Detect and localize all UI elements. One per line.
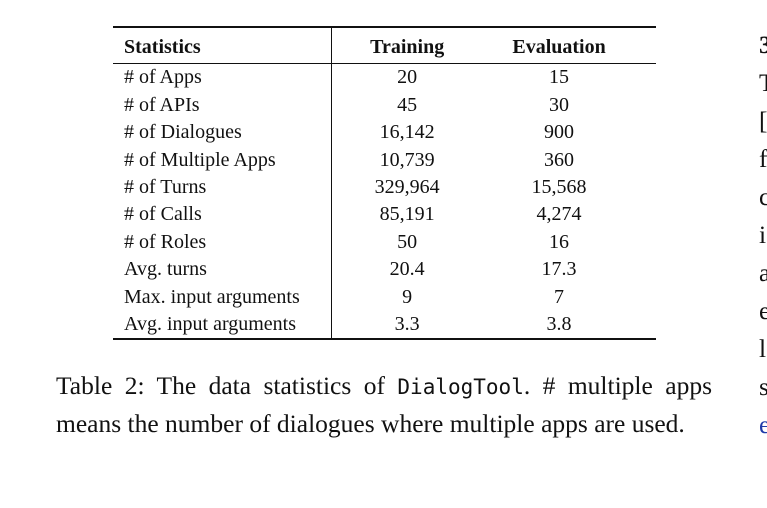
training-value: 3.3: [394, 313, 420, 336]
caption-code-name: DialogTool: [397, 375, 524, 399]
row-label: # of APIs: [113, 91, 333, 120]
row-label: Avg. turns: [113, 256, 333, 284]
evaluation-value: 15,568: [531, 176, 587, 199]
right-column-fragment: T: [759, 68, 767, 97]
row-label: Avg. input arguments: [113, 311, 333, 340]
right-column-fragment: i: [759, 220, 767, 249]
row-label: # of Calls: [113, 201, 333, 229]
table-row: # of Apps 20 15: [113, 63, 656, 92]
statistics-table: Statistics Training Evaluation # of Apps…: [113, 26, 656, 340]
right-column-fragment: s: [759, 372, 767, 401]
table-row: Avg. turns 20.4 17.3: [113, 256, 656, 284]
training-value: 9: [402, 285, 413, 308]
evaluation-value: 15: [549, 66, 570, 89]
training-value: 50: [397, 230, 418, 253]
training-value: 85,191: [379, 203, 435, 226]
right-column-fragment: 3: [759, 30, 767, 59]
right-column-fragment: l: [759, 334, 767, 363]
header-evaluation: Evaluation: [512, 36, 606, 58]
table-row: Avg. input arguments 3.3 3.8: [113, 311, 656, 340]
table-row: # of Multiple Apps 10,739 360: [113, 146, 656, 175]
table-row: # of Dialogues 16,142 900: [113, 119, 656, 147]
evaluation-value: 3.8: [546, 313, 572, 336]
table-row: # of Turns 329,964 15,568: [113, 174, 656, 202]
caption-prefix: Table 2: The data statistics of: [56, 371, 398, 400]
table-row: # of Calls 85,191 4,274: [113, 201, 656, 229]
evaluation-value: 360: [544, 148, 575, 171]
right-column-fragment: f: [759, 144, 767, 173]
evaluation-value: 16: [549, 230, 570, 253]
statistics-table-container: Statistics Training Evaluation # of Apps…: [113, 26, 656, 340]
row-label: Max. input arguments: [113, 283, 333, 312]
right-column-link-fragment[interactable]: e: [759, 410, 767, 439]
evaluation-value: 17.3: [541, 258, 577, 281]
training-value: 10,739: [379, 148, 435, 171]
evaluation-value: 4,274: [536, 203, 582, 226]
table-caption: Table 2: The data statistics of DialogTo…: [56, 368, 712, 442]
training-value: 329,964: [374, 176, 440, 199]
row-label: # of Turns: [113, 174, 333, 202]
right-column-fragment: c: [759, 182, 767, 211]
header-statistics: Statistics: [113, 27, 333, 64]
row-label: # of Dialogues: [113, 119, 333, 147]
clipped-right-column-text: 3 T [ f c i a e l s e: [759, 26, 767, 444]
evaluation-value: 900: [544, 121, 575, 144]
table-row: Max. input arguments 9 7: [113, 283, 656, 312]
table-header-row: Statistics Training Evaluation: [113, 27, 656, 64]
right-column-fragment: [: [759, 106, 767, 135]
right-column-fragment: e: [759, 296, 767, 325]
row-label: # of Multiple Apps: [113, 146, 333, 175]
evaluation-value: 30: [549, 93, 570, 116]
caption-suffix: . # multiple apps means the number of di…: [56, 371, 712, 438]
training-value: 20.4: [389, 258, 425, 281]
row-label: # of Roles: [113, 228, 333, 257]
header-training: Training: [370, 36, 445, 58]
right-column-fragment: a: [759, 258, 767, 287]
training-value: 45: [397, 93, 418, 116]
table-row: # of Roles 50 16: [113, 228, 656, 257]
row-label: # of Apps: [113, 63, 333, 92]
table-row: # of APIs 45 30: [113, 91, 656, 120]
evaluation-value: 7: [554, 285, 565, 308]
training-value: 20: [397, 66, 418, 89]
training-value: 16,142: [379, 121, 435, 144]
